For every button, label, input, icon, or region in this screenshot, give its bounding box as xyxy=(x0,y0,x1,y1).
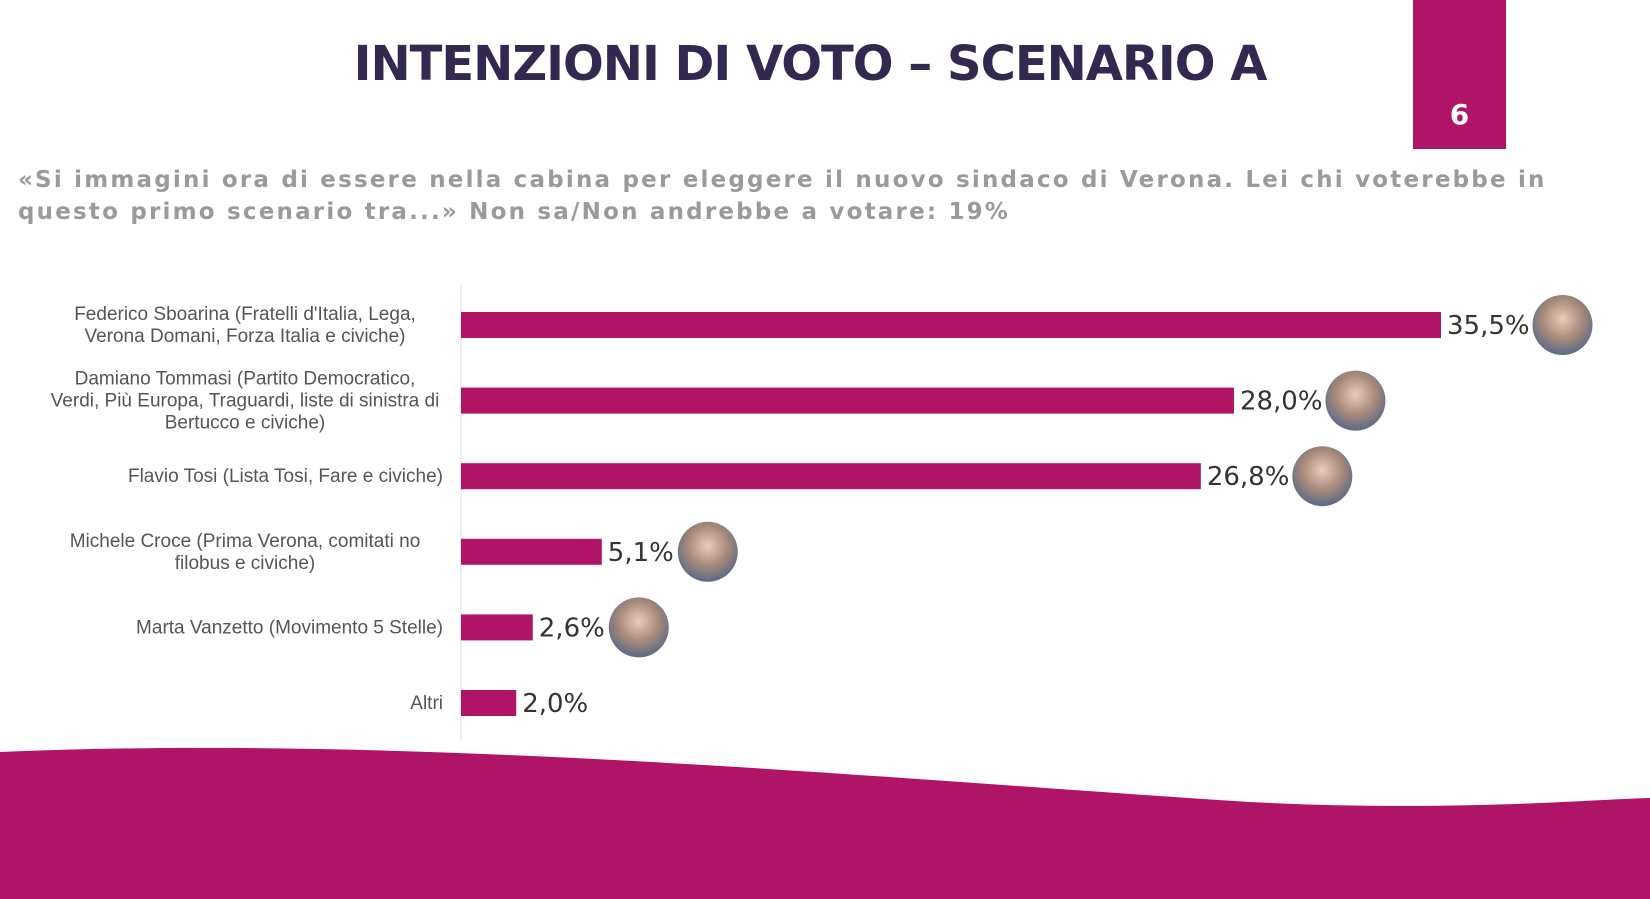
candidate-photo-vanzetto xyxy=(608,597,669,658)
value-label-4: 5,1% xyxy=(608,538,674,568)
value-label-6: 2,0% xyxy=(522,689,588,719)
candidate-photo-tommasi xyxy=(1325,370,1386,431)
candidate-photo-tosi xyxy=(1292,446,1353,507)
category-label-3: Flavio Tosi (Lista Tosi, Fare e civiche) xyxy=(128,466,443,487)
page-number-box: 6 xyxy=(1413,0,1506,149)
page-number: 6 xyxy=(1449,98,1470,131)
value-label-5: 2,6% xyxy=(539,613,605,643)
category-label-2: Damiano Tommasi (Partito Democratico, Ver… xyxy=(51,369,440,434)
bar-1 xyxy=(461,312,1441,338)
candidate-photo-croce xyxy=(677,521,738,582)
category-label-5: Marta Vanzetto (Movimento 5 Stelle) xyxy=(136,617,443,638)
survey-question: «Si immagini ora di essere nella cabina … xyxy=(18,167,1547,225)
footer-wave xyxy=(0,747,1650,899)
bar-chart: Federico Sboarina (Fratelli d'Italia, Le… xyxy=(51,285,1593,740)
bar-5 xyxy=(461,614,533,641)
category-label-6: Altri xyxy=(410,693,443,714)
bar-2 xyxy=(461,387,1234,414)
candidate-photo-sboarina xyxy=(1532,295,1593,355)
value-label-1: 35,5% xyxy=(1447,311,1530,341)
bar-4 xyxy=(461,538,602,565)
bar-6 xyxy=(461,690,517,716)
category-label-4: Michele Croce (Prima Verona, comitati no… xyxy=(70,531,421,574)
value-label-3: 26,8% xyxy=(1207,462,1290,492)
value-label-2: 28,0% xyxy=(1240,387,1323,417)
category-label-1: Federico Sboarina (Fratelli d'Italia, Le… xyxy=(74,304,416,347)
page-title: INTENZIONI DI VOTO – SCENARIO A xyxy=(353,36,1268,92)
bar-3 xyxy=(461,463,1201,490)
